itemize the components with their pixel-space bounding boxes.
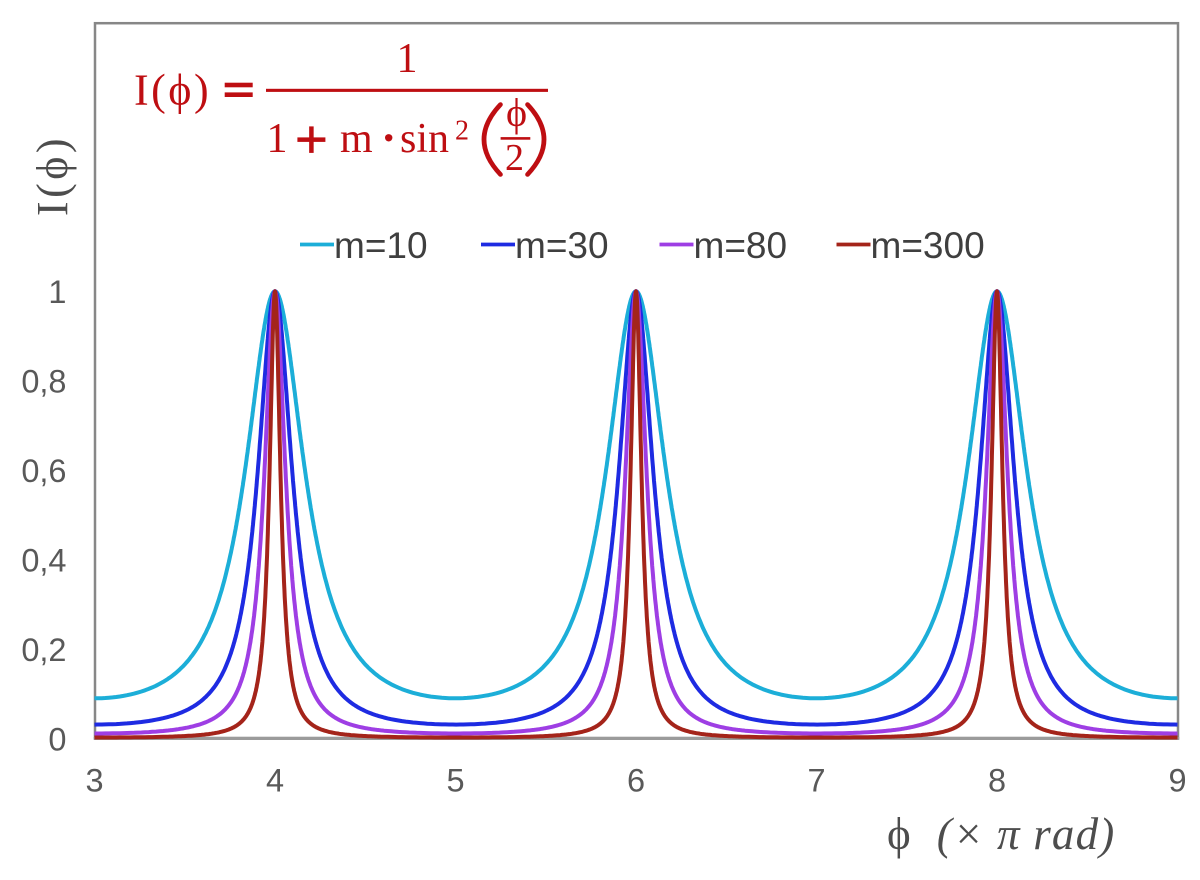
svg-text:5: 5 (446, 763, 464, 799)
svg-text:I(ϕ): I(ϕ) (134, 65, 211, 114)
svg-text:0,2: 0,2 (21, 632, 66, 668)
svg-text:8: 8 (988, 763, 1006, 799)
svg-text:m=80: m=80 (694, 225, 788, 266)
svg-text:6: 6 (627, 763, 645, 799)
svg-text:0,6: 0,6 (21, 453, 66, 489)
svg-text:9: 9 (1168, 763, 1186, 799)
svg-text:ϕ (× π rad): ϕ (× π rad) (887, 809, 1116, 859)
svg-text:1: 1 (48, 274, 66, 310)
svg-text:m: m (340, 116, 373, 162)
svg-text:1: 1 (267, 116, 288, 162)
svg-text:m=10: m=10 (334, 225, 428, 266)
svg-text:2: 2 (505, 137, 524, 179)
svg-text:0: 0 (48, 722, 66, 758)
svg-text:1: 1 (397, 36, 418, 82)
svg-text:sin: sin (400, 116, 449, 162)
svg-text:0,8: 0,8 (21, 363, 66, 399)
svg-text:7: 7 (807, 763, 825, 799)
svg-text:m=30: m=30 (515, 225, 609, 266)
svg-text:0,4: 0,4 (21, 542, 66, 578)
svg-text:3: 3 (85, 763, 103, 799)
svg-text:m=300: m=300 (871, 225, 985, 266)
svg-text:I(ϕ): I(ϕ) (28, 135, 77, 216)
svg-text:4: 4 (266, 763, 284, 799)
svg-text:ϕ: ϕ (506, 90, 527, 135)
svg-text:2: 2 (455, 116, 469, 147)
